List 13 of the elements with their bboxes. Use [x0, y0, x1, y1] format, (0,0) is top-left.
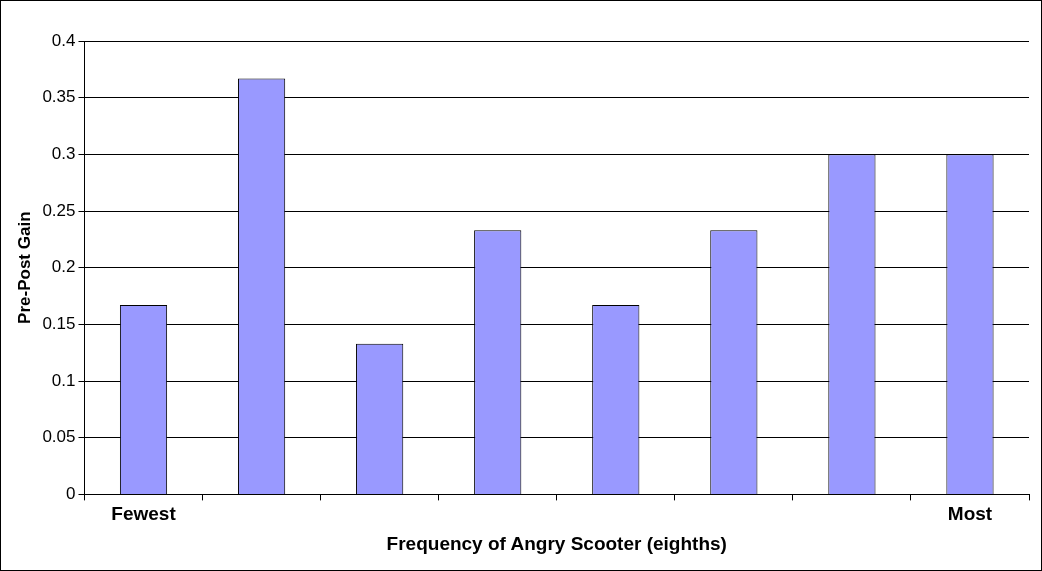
- x-axis-title: Frequency of Angry Scooter (eighths): [386, 532, 727, 554]
- y-tick-label: 0.15: [42, 314, 76, 334]
- y-tick-label: 0: [66, 484, 76, 504]
- x-tick-label: Most: [947, 503, 993, 525]
- y-tick-label: 0.1: [51, 370, 76, 390]
- y-tick-label: 0.05: [42, 427, 76, 447]
- y-tick-label: 0.25: [42, 200, 76, 220]
- y-tick-label: 0.3: [51, 144, 76, 164]
- y-axis-title: Pre-Post Gain: [14, 211, 34, 324]
- y-tick-label: 0.4: [51, 30, 76, 50]
- y-tick-label: 0.35: [42, 87, 76, 107]
- y-tick-label: 0.2: [51, 257, 76, 277]
- x-tick-label: Fewest: [111, 503, 177, 525]
